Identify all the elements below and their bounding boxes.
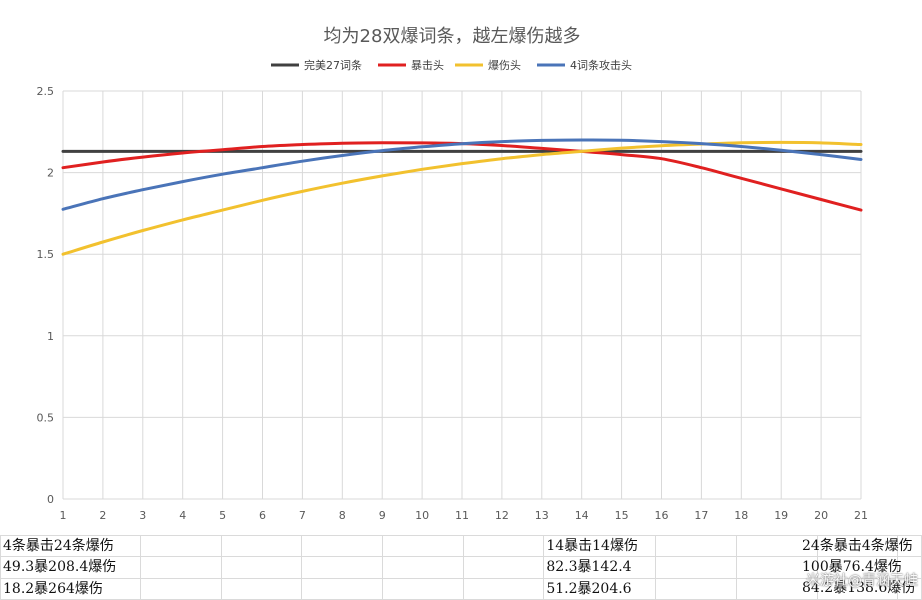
x-tick-label: 20 [814, 509, 828, 522]
chart-legend: 完美27词条 暴击头 爆伤头 4词条攻击头 [271, 58, 632, 72]
x-tick-label: 15 [615, 509, 629, 522]
series-line-4 [61, 138, 863, 211]
table-cell: 24条暴击4条爆伤 [802, 538, 913, 554]
chart-gridlines [62, 90, 862, 500]
x-tick-label: 12 [495, 509, 509, 522]
watermark: 米游社@青涵天蛙 [806, 573, 918, 589]
legend-label: 4词条攻击头 [570, 58, 632, 72]
legend-label: 暴击头 [411, 59, 444, 72]
x-tick-label: 6 [259, 509, 266, 522]
table-cell: 14暴击14爆伤 [543, 534, 657, 558]
x-tick-label: 4 [179, 509, 186, 522]
x-axis-ticks: 1 2 3 4 5 6 7 8 9 10 11 12 13 14 15 16 17 18 19 20 21 [60, 509, 869, 522]
y-tick-label: 2.5 [37, 85, 55, 98]
legend-label: 完美27词条 [304, 58, 362, 72]
legend-label: 爆伤头 [488, 58, 521, 72]
data-table: 4条暴击24条爆伤 14暴击14爆伤 49.3暴208.4爆伤 82.3暴142… [0, 534, 922, 600]
y-tick-label: 1 [47, 330, 54, 343]
y-tick-label: 0 [47, 493, 54, 506]
chart-title: 均为28双爆词条，越左爆伤越多 [324, 26, 581, 47]
x-tick-label: 7 [299, 509, 306, 522]
y-axis-ticks: 0 0.5 1 1.5 2 2.5 [37, 85, 55, 506]
x-tick-label: 16 [655, 509, 669, 522]
x-tick-label: 3 [139, 509, 146, 522]
x-tick-label: 9 [379, 509, 386, 522]
table-row: 4条暴击24条爆伤 14暴击14爆伤 [0, 534, 922, 558]
x-tick-label: 10 [415, 509, 429, 522]
x-tick-label: 11 [455, 509, 469, 522]
x-tick-label: 17 [694, 509, 708, 522]
table-cell: 51.2暴204.6 [543, 577, 657, 600]
series-line-3 [61, 140, 863, 256]
x-tick-label: 13 [535, 509, 549, 522]
x-tick-label: 8 [339, 509, 346, 522]
chart-series [61, 138, 863, 256]
table-right-column: 24条暴击4条爆伤 100暴76.4爆伤 84.2暴138.6爆伤 [802, 536, 922, 599]
x-tick-label: 5 [219, 509, 226, 522]
x-tick-label: 21 [854, 509, 868, 522]
line-chart: 均为28双爆词条，越左爆伤越多 完美27词条 暴击头 爆伤头 4词条攻击头 0 0.5 1… [37, 26, 869, 522]
table-row: 18.2暴264爆伤 51.2暴204.6 [0, 577, 922, 600]
table-cell: 18.2暴264爆伤 [0, 577, 142, 600]
x-tick-label: 1 [60, 509, 67, 522]
y-tick-label: 1.5 [37, 248, 55, 261]
table-cell: 49.3暴208.4爆伤 [0, 556, 142, 579]
table-cell: 84.2暴138.6爆伤 [802, 580, 916, 596]
x-tick-label: 14 [575, 509, 589, 522]
table-cell: 82.3暴142.4 [543, 556, 657, 579]
y-tick-label: 2 [47, 167, 54, 180]
table-row: 49.3暴208.4爆伤 82.3暴142.4 [0, 556, 922, 579]
x-tick-label: 19 [774, 509, 788, 522]
table-cell: 100暴76.4爆伤 [802, 559, 902, 575]
y-tick-label: 0.5 [37, 411, 55, 424]
x-tick-label: 18 [734, 509, 748, 522]
table-cell: 4条暴击24条爆伤 [0, 534, 142, 558]
x-tick-label: 2 [99, 509, 106, 522]
